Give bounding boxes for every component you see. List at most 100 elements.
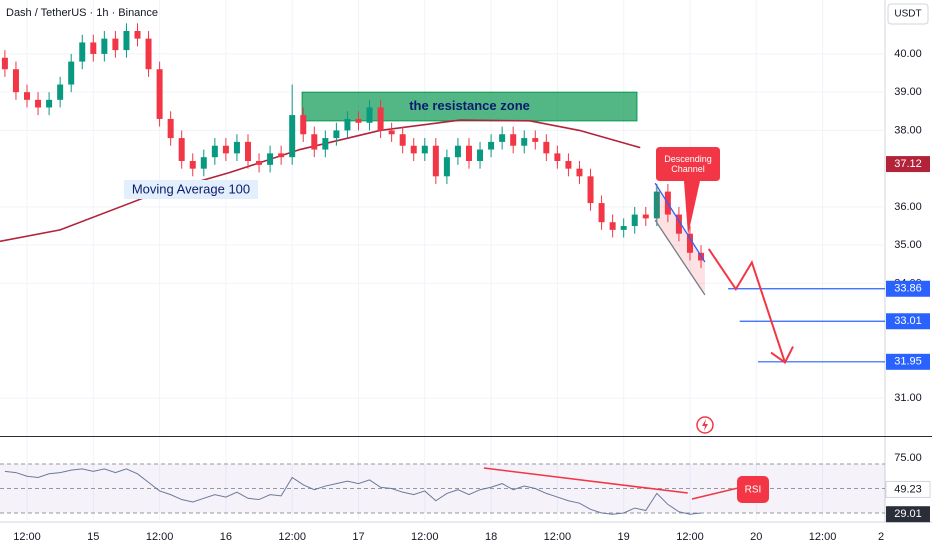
candle-body — [443, 157, 450, 177]
rsi-value-label: 49.23 — [894, 483, 922, 495]
level-box — [886, 313, 930, 330]
x-tick-label: 12:00 — [13, 531, 41, 543]
candle-body — [300, 115, 307, 135]
candle-body — [57, 84, 64, 100]
x-tick-label: 18 — [485, 531, 497, 543]
y-tick-label: 39.00 — [894, 86, 922, 98]
candle-body — [344, 118, 351, 131]
alert-icon[interactable] — [696, 416, 714, 434]
channel-upper — [654, 182, 706, 263]
rsi-value-label: 29.01 — [894, 508, 922, 520]
y-tick-label: 40.00 — [894, 48, 922, 60]
x-tick-label: 17 — [352, 531, 364, 543]
candle-body — [289, 115, 296, 158]
candle-body — [244, 141, 251, 162]
candle-body — [521, 138, 528, 146]
candle-body — [355, 118, 362, 123]
candle-body — [488, 141, 495, 150]
rsi-value-box — [886, 506, 930, 523]
candle-body — [178, 138, 185, 162]
y-tick-label: 38.00 — [894, 124, 922, 136]
candle-body — [465, 145, 472, 162]
currency-box[interactable] — [887, 3, 929, 25]
candle-body — [79, 42, 86, 62]
candle-body — [620, 226, 627, 230]
x-tick-label: 12:00 — [146, 531, 174, 543]
candle-body — [499, 134, 506, 142]
candle-body — [189, 161, 196, 169]
candle-body — [256, 161, 263, 165]
ma-value-box — [886, 156, 930, 173]
x-tick-label: 12:00 — [544, 531, 572, 543]
channel-lower — [654, 219, 706, 296]
candle-body — [1, 57, 8, 70]
x-tick-label: 12:00 — [411, 531, 439, 543]
candle-body — [631, 214, 638, 227]
x-tick-label: 20 — [750, 531, 762, 543]
candle-body — [587, 176, 594, 204]
channel-callout-label: Descending Channel — [664, 154, 712, 174]
candle-body — [23, 92, 30, 100]
candle-body — [366, 107, 373, 123]
candle-body — [576, 168, 583, 177]
candle-body — [222, 145, 229, 154]
candle-body — [134, 30, 141, 39]
candle-body — [311, 134, 318, 150]
rsi-value-box — [885, 480, 931, 498]
candle-body — [432, 145, 439, 177]
candle-body — [233, 141, 240, 154]
candle-body — [642, 214, 649, 219]
x-tick-label: 12:00 — [278, 531, 306, 543]
candle-body — [156, 69, 163, 119]
x-tick-label: 15 — [87, 531, 99, 543]
candle-body — [377, 107, 384, 131]
rsi-callout-label: RSI — [745, 485, 762, 496]
candle-body — [211, 145, 218, 158]
ma-value-label: 37.12 — [894, 158, 922, 170]
currency[interactable]: USDT — [894, 9, 921, 20]
candle-body — [322, 138, 329, 150]
candle-body — [388, 130, 395, 135]
candle-body — [167, 118, 174, 139]
candle-body — [686, 233, 693, 253]
candle-body — [68, 61, 75, 85]
rsi-divergence — [483, 467, 688, 494]
candle-body — [145, 38, 152, 70]
candle-body — [46, 99, 53, 108]
candle-body — [123, 30, 130, 51]
x-tick-label: 12:00 — [809, 531, 837, 543]
x-tick-label: 19 — [618, 531, 630, 543]
projection-head — [770, 346, 794, 365]
rsi-tick-label: 75.00 — [894, 452, 922, 464]
candle-body — [101, 38, 108, 54]
level-label: 31.95 — [894, 356, 922, 368]
resistance-label: the resistance zone — [409, 98, 530, 113]
level-box — [886, 280, 930, 297]
candle-body — [90, 42, 97, 54]
rsi-pointer — [691, 487, 739, 500]
candle-body — [112, 38, 119, 51]
channel-callout — [656, 147, 720, 235]
candle-body — [532, 138, 539, 142]
x-tick-label: 16 — [220, 531, 232, 543]
level-label: 33.01 — [894, 315, 922, 327]
channel-fill — [655, 183, 705, 295]
candle-body — [477, 149, 484, 162]
candle-body — [653, 191, 660, 219]
candle-body — [510, 134, 517, 146]
candle-body — [278, 153, 285, 158]
level-label: 33.86 — [894, 283, 922, 295]
candle-body — [410, 145, 417, 154]
candle-body — [565, 161, 572, 169]
projection-path — [707, 248, 786, 363]
candle-body — [421, 145, 428, 154]
rsi-line — [4, 468, 702, 515]
y-tick-label: 35.00 — [894, 239, 922, 251]
alert-bolt[interactable] — [702, 419, 708, 431]
candle-body — [200, 157, 207, 169]
moving-average-label: Moving Average 100 — [132, 181, 250, 196]
candle-body — [454, 145, 461, 158]
moving-average-line — [0, 119, 641, 243]
candle-body — [609, 222, 616, 230]
